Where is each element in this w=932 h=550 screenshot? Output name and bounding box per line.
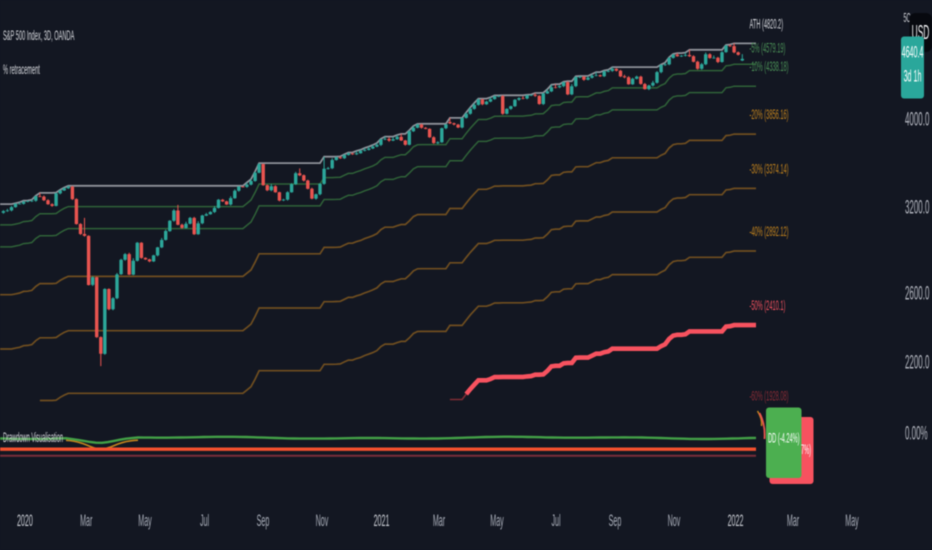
svg-text:-5% (4579.19): -5% (4579.19) [750, 42, 786, 56]
svg-text:3200.0: 3200.0 [905, 198, 929, 219]
svg-text:ATH (4820.2): ATH (4820.2) [750, 18, 784, 32]
svg-text:Jul: Jul [200, 510, 209, 530]
svg-text:-60% (1928.08): -60% (1928.08) [750, 390, 789, 404]
svg-text:3d 1h: 3d 1h [904, 66, 922, 86]
svg-text:% retracement: % retracement [3, 64, 40, 78]
svg-text:S&P 500 Index, 3D, OANDA: S&P 500 Index, 3D, OANDA [3, 30, 74, 44]
svg-text:May: May [490, 510, 504, 530]
svg-text:7%): 7%) [801, 444, 811, 458]
svg-text:Jul: Jul [551, 510, 560, 530]
svg-text:Sep: Sep [609, 510, 622, 530]
svg-text:2600.0: 2600.0 [905, 284, 929, 305]
svg-text:Drawdown Visualisation: Drawdown Visualisation [3, 432, 63, 446]
svg-text:2021: 2021 [374, 510, 390, 530]
svg-text:Mar: Mar [80, 510, 93, 530]
svg-text:-20% (3856.16): -20% (3856.16) [750, 109, 789, 123]
svg-text:2200.0: 2200.0 [905, 353, 929, 374]
svg-text:-50% (2410.1): -50% (2410.1) [750, 300, 786, 314]
svg-text:-30% (3374.14): -30% (3374.14) [750, 163, 789, 177]
svg-text:4640.4: 4640.4 [902, 42, 924, 62]
svg-text:Nov: Nov [316, 510, 329, 530]
svg-text:0.00%: 0.00% [905, 424, 928, 445]
svg-text:2020: 2020 [17, 510, 33, 530]
svg-text:4000.0: 4000.0 [905, 110, 929, 131]
svg-text:-40% (2892.12): -40% (2892.12) [750, 226, 789, 240]
svg-text:5C: 5C [904, 12, 911, 26]
svg-text:Mar: Mar [787, 510, 800, 530]
svg-text:May: May [845, 510, 859, 530]
svg-text:DD (-4.24%): DD (-4.24%) [768, 432, 799, 446]
svg-text:May: May [138, 510, 152, 530]
svg-text:Mar: Mar [433, 510, 446, 530]
svg-text:Nov: Nov [668, 510, 681, 530]
svg-text:-10% (4338.18): -10% (4338.18) [750, 61, 789, 75]
svg-text:2022: 2022 [728, 510, 744, 530]
svg-text:Sep: Sep [257, 510, 270, 530]
